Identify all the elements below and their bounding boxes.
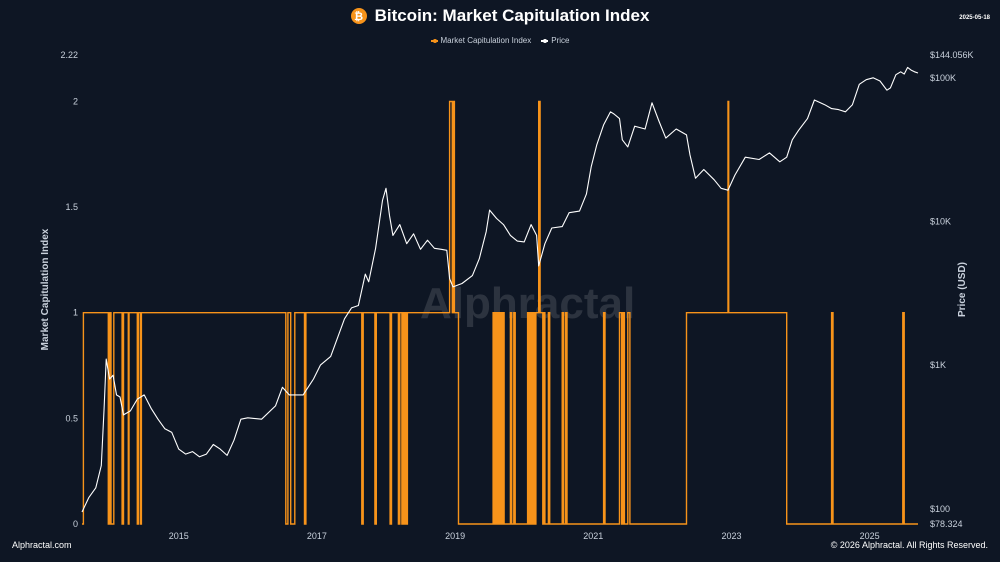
y-right-tick-label: $78.324 [930,519,963,529]
footer-copyright: © 2026 Alphractal. All Rights Reserved. [830,540,988,550]
chart-header: ₿ Bitcoin: Market Capitulation Index [0,6,1000,26]
date-label: 2025-05-18 [959,15,990,21]
y-left-axis-label: Market Capitulation Index [40,228,51,350]
legend-item-mci[interactable]: Market Capitulation Index [430,36,532,45]
y-left-tick-label: 1 [73,308,78,318]
y-left-tick-label: 0.5 [65,413,78,423]
x-tick-label: 2019 [445,531,465,541]
y-right-tick-label: $10K [930,216,951,226]
x-tick-label: 2025 [860,531,880,541]
y-right-axis-label: Price (USD) [957,262,968,317]
y-right-tick-label: $1K [930,360,946,370]
x-tick-label: 2015 [169,531,189,541]
footer-site: Alphractal.com [12,540,72,550]
x-tick-label: 2017 [307,531,327,541]
y-left-tick-label: 2.22 [60,50,78,60]
mci-series-line [82,100,918,525]
legend: Market Capitulation Index Price [0,36,1000,45]
x-tick-label: 2021 [583,531,603,541]
plot-group [81,66,919,525]
price-swatch-icon [541,38,549,43]
legend-label-price: Price [551,36,570,45]
x-tick-label: 2023 [721,531,741,541]
chart-title: Bitcoin: Market Capitulation Index [374,6,650,25]
y-left-tick-label: 1.5 [65,202,78,212]
y-right-tick-label: $100 [930,504,950,514]
bitcoin-icon: ₿ [350,8,367,24]
axes-group: 2015 2017 2019 2021 2023 2025 0 0.5 1 1.5 2 2.22 $78… [40,50,974,541]
y-left-tick-label: 2 [73,96,78,106]
y-right-tick-label: $100K [930,73,956,83]
price-series-line [81,66,919,513]
legend-label-mci: Market Capitulation Index [440,36,532,45]
y-left-tick-label: 0 [73,519,78,529]
mci-swatch-icon [430,38,438,43]
legend-item-price[interactable]: Price [541,36,569,45]
y-right-tick-label: $144.056K [930,50,974,60]
